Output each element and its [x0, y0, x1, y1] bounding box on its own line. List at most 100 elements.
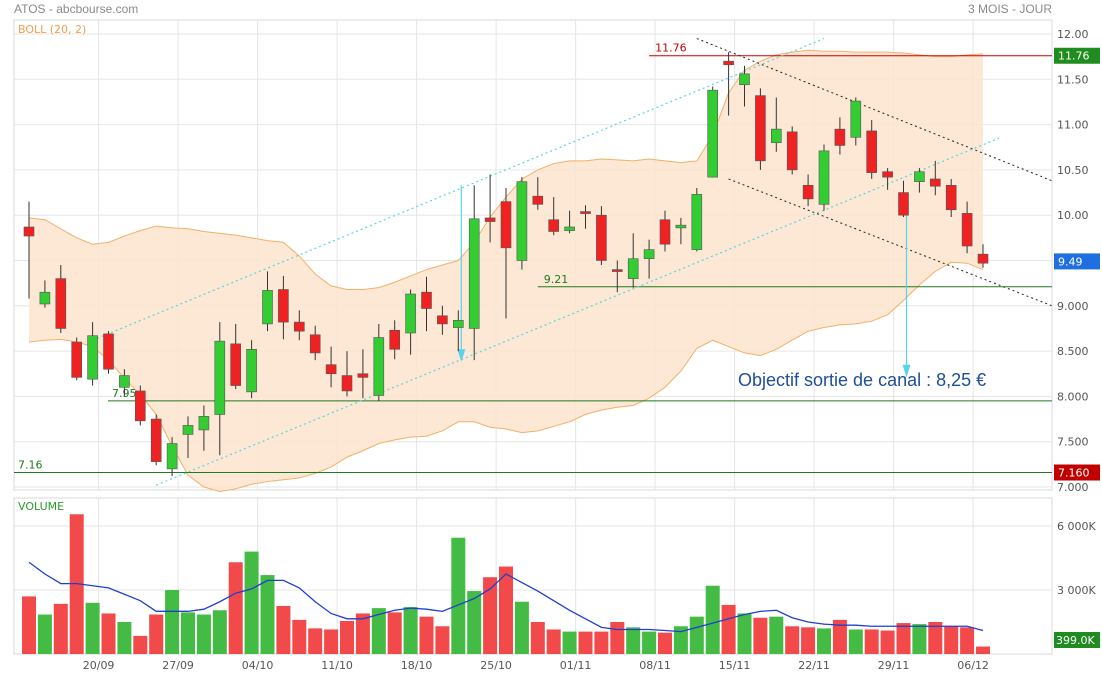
candle-down: [341, 375, 353, 392]
candle-down: [882, 171, 893, 178]
volume-bar-up: [181, 612, 195, 654]
candle-up: [214, 340, 226, 415]
candle-down: [548, 219, 560, 232]
volume-bar-up: [260, 575, 275, 654]
volume-bar-up: [737, 613, 752, 654]
candle-down: [103, 333, 114, 370]
volume-bar-down: [578, 631, 593, 654]
volume-bar-down: [864, 629, 879, 654]
volume-bar-down: [101, 613, 116, 654]
volume-bar-down: [721, 604, 736, 654]
volume-bar-up: [514, 601, 529, 654]
volume-bar-up: [912, 624, 927, 654]
candle-up: [627, 258, 639, 279]
level-label: 9.21: [544, 273, 569, 286]
volume-bar-up: [244, 551, 259, 654]
volume-bar-down: [658, 632, 672, 654]
candle-up: [707, 89, 719, 178]
candle-down: [659, 219, 671, 245]
volume-bar-down: [308, 628, 323, 654]
candle-down: [71, 341, 82, 378]
candle-down: [866, 130, 878, 173]
x-tick-label: 29/11: [878, 659, 910, 672]
volume-bar-up: [37, 614, 52, 654]
target-arrowhead: [902, 364, 911, 378]
volume-bar-down: [896, 623, 911, 654]
volume-bar-up: [85, 602, 100, 654]
y-tick-label: 8.000: [1057, 390, 1089, 403]
candle-up: [739, 73, 750, 86]
channel-lower-trendline: [155, 137, 1000, 486]
candle-down: [802, 185, 814, 200]
candle-down: [309, 334, 321, 354]
candle-up: [818, 150, 830, 205]
y-tick-label: 11.50: [1057, 73, 1089, 86]
volume-bar-down: [22, 596, 36, 654]
volume-tick-label: 3 000K: [1057, 584, 1096, 597]
volume-bar-down: [944, 626, 959, 654]
candle-down: [230, 343, 241, 386]
x-tick-label: 04/10: [242, 659, 274, 672]
volume-bar-up: [626, 627, 641, 654]
candle-up: [373, 337, 385, 396]
x-tick-label: 25/10: [480, 659, 512, 672]
candle-up: [452, 319, 464, 328]
volume-bar-down: [530, 622, 545, 654]
volume-bar-down: [419, 616, 434, 654]
volume-bar-down: [355, 613, 370, 654]
volume-bar-down: [960, 627, 975, 654]
candle-down: [611, 269, 623, 272]
candle-up: [914, 171, 925, 182]
volume-bar-down: [594, 631, 609, 654]
candle-down: [929, 178, 941, 187]
volume-bar-down: [228, 562, 243, 654]
bollinger-lower-line: [28, 261, 984, 493]
candle-up: [246, 348, 257, 393]
y-tick-label: 7.500: [1057, 436, 1089, 449]
x-tick-label: 27/09: [162, 659, 194, 672]
candle-down: [437, 315, 448, 325]
candle-up: [262, 290, 273, 325]
volume-last-label: 399.0K: [1056, 634, 1095, 647]
price-tag-label: 11.76: [1058, 50, 1090, 63]
candle-up: [564, 226, 575, 231]
volume-bar-down: [546, 629, 561, 654]
level-label: 7.16: [18, 459, 43, 472]
chart-source-title: ATOS - abcbourse.com: [14, 2, 139, 16]
volume-bar-up: [689, 616, 704, 654]
candle-down: [421, 291, 432, 309]
candle-down: [898, 192, 909, 216]
volume-bar-up: [196, 614, 211, 654]
volume-bar-up: [848, 629, 863, 654]
volume-bar-down: [832, 619, 847, 654]
y-tick-label: 10.00: [1057, 209, 1089, 222]
level-label: 11.76: [655, 42, 687, 55]
volume-bar-down: [53, 603, 68, 654]
x-tick-label: 08/11: [639, 659, 671, 672]
price-tag-label: 9.49: [1058, 255, 1083, 268]
price-tag: [1054, 253, 1100, 270]
volume-title: VOLUME: [18, 500, 64, 513]
volume-bar-down: [976, 646, 990, 654]
candle-down: [532, 195, 544, 205]
volume-bar-down: [133, 635, 148, 654]
price-tag-label: 7.160: [1058, 467, 1090, 480]
candle-down: [834, 128, 846, 146]
y-tick-label: 9.000: [1057, 300, 1089, 313]
candle-up: [516, 181, 528, 261]
bollinger-label: BOLL (20, 2): [18, 23, 86, 36]
candle-down: [23, 226, 35, 237]
volume-bar-up: [451, 537, 466, 654]
volume-bar-down: [801, 627, 816, 654]
candle-down: [755, 95, 766, 162]
x-tick-label: 22/11: [798, 659, 830, 672]
volume-bar-up: [467, 591, 482, 654]
candle-up: [468, 218, 480, 329]
candle-up: [182, 425, 194, 435]
candle-down: [357, 373, 369, 378]
volume-bar-up: [562, 631, 577, 654]
volume-bar-up: [117, 622, 132, 654]
candle-down: [55, 278, 67, 329]
x-tick-label: 11/10: [321, 659, 353, 672]
